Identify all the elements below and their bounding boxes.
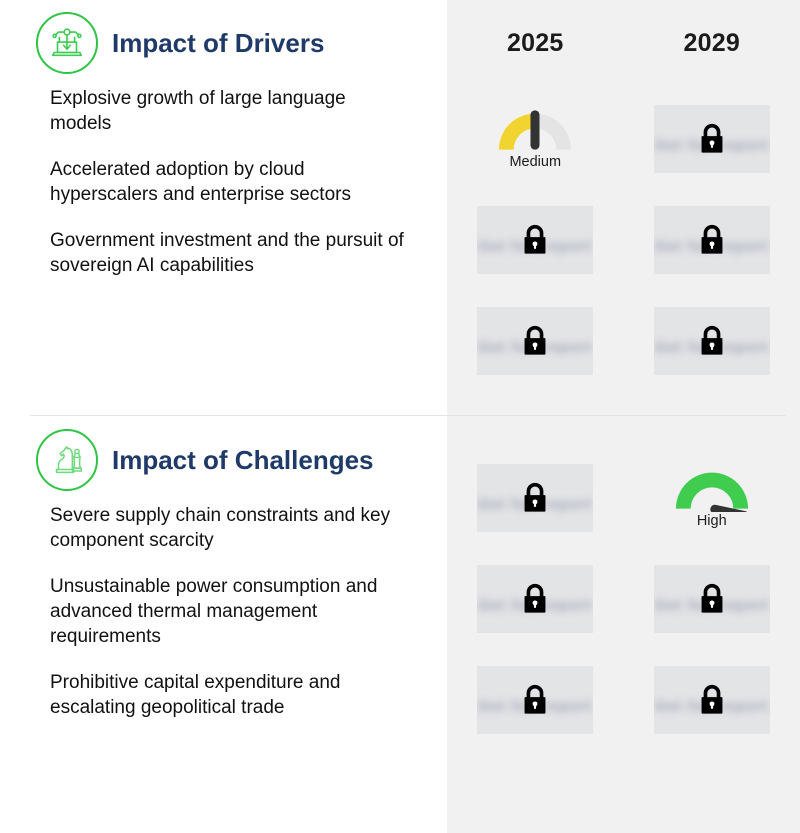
cell-challenges-r3-2029[interactable]: Get full report [624,665,800,734]
section-divider [30,415,786,416]
table-row: Medium Get full report [447,88,800,189]
list-item: Unsustainable power consumption and adva… [50,576,378,648]
cell-drivers-r3-2029[interactable]: Get full report [624,306,800,375]
table-row: Get full report Get full report [447,189,800,290]
lock-icon [701,224,723,254]
drivers-metric-cells: Medium Get full report [447,0,800,415]
column-header-row: 2025 2029 [447,0,800,86]
gauge-label: High [696,513,727,529]
challenges-section-header: Impact of Challenges [0,417,447,503]
gauge-dial-icon [675,472,749,512]
locked-cell[interactable]: Get full report [477,463,594,532]
chess-knight-pawn-icon [36,429,98,491]
lock-icon [524,684,546,714]
locked-cell[interactable]: Get full report [477,665,594,734]
laptop-circuit-download-icon [36,12,98,74]
cell-challenges-r3-2025[interactable]: Get full report [447,665,624,734]
locked-cell[interactable]: Get full report [653,104,770,173]
drivers-section-title: Impact of Drivers [112,28,325,58]
lock-icon [524,583,546,613]
list-item: Accelerated adoption by cloud hyperscale… [50,159,351,206]
cell-drivers-r1-2025: Medium [447,107,624,170]
challenges-left-column: Impact of Challenges Severe supply chain… [0,417,447,833]
lock-icon [701,684,723,714]
list-item: Prohibitive capital expenditure and esca… [50,672,341,719]
gauge-high: High [671,466,753,529]
column-header-2025: 2025 [507,28,564,57]
gauge-label: Medium [509,154,562,170]
lock-icon [524,482,546,512]
list-item: Severe supply chain constraints and key … [50,505,391,552]
challenges-metric-cells: Get full report [447,417,800,833]
table-row: Get full report Get full report [447,548,800,649]
cell-drivers-r2-2029[interactable]: Get full report [624,205,800,274]
cell-challenges-r1-2029: High [624,466,800,529]
list-item: Government investment and the pursuit of… [50,230,404,277]
challenges-section-title: Impact of Challenges [112,445,374,475]
table-row: Get full report Get full report [447,290,800,391]
cell-challenges-r2-2029[interactable]: Get full report [624,564,800,633]
challenges-bullet-list: Severe supply chain constraints and key … [0,503,447,721]
cell-drivers-r1-2029[interactable]: Get full report [624,104,800,173]
section-drivers: Impact of Drivers Explosive growth of la… [0,0,800,415]
section-challenges: Impact of Challenges Severe supply chain… [0,417,800,833]
gauge-dial-icon [499,110,572,150]
lock-icon [524,224,546,254]
locked-cell[interactable]: Get full report [477,564,594,633]
locked-cell[interactable]: Get full report [653,205,770,274]
locked-cell[interactable]: Get full report [653,564,770,633]
table-row: Get full report Get full report [447,649,800,750]
lock-icon [701,325,723,355]
locked-cell[interactable]: Get full report [653,665,770,734]
gauge-medium: Medium [494,107,576,170]
locked-cell[interactable]: Get full report [477,306,594,375]
cell-drivers-r2-2025[interactable]: Get full report [447,205,624,274]
drivers-bullet-list: Explosive growth of large language model… [0,86,447,278]
table-row: Get full report [447,447,800,548]
cell-drivers-r3-2025[interactable]: Get full report [447,306,624,375]
lock-icon [701,123,723,153]
column-header-2029: 2029 [683,28,740,57]
list-item: Explosive growth of large language model… [50,88,346,135]
cell-challenges-r1-2025[interactable]: Get full report [447,463,624,532]
lock-icon [524,325,546,355]
locked-cell[interactable]: Get full report [653,306,770,375]
cell-challenges-r2-2025[interactable]: Get full report [447,564,624,633]
drivers-left-column: Impact of Drivers Explosive growth of la… [0,0,447,415]
locked-cell[interactable]: Get full report [477,205,594,274]
drivers-section-header: Impact of Drivers [0,0,447,86]
lock-icon [701,583,723,613]
